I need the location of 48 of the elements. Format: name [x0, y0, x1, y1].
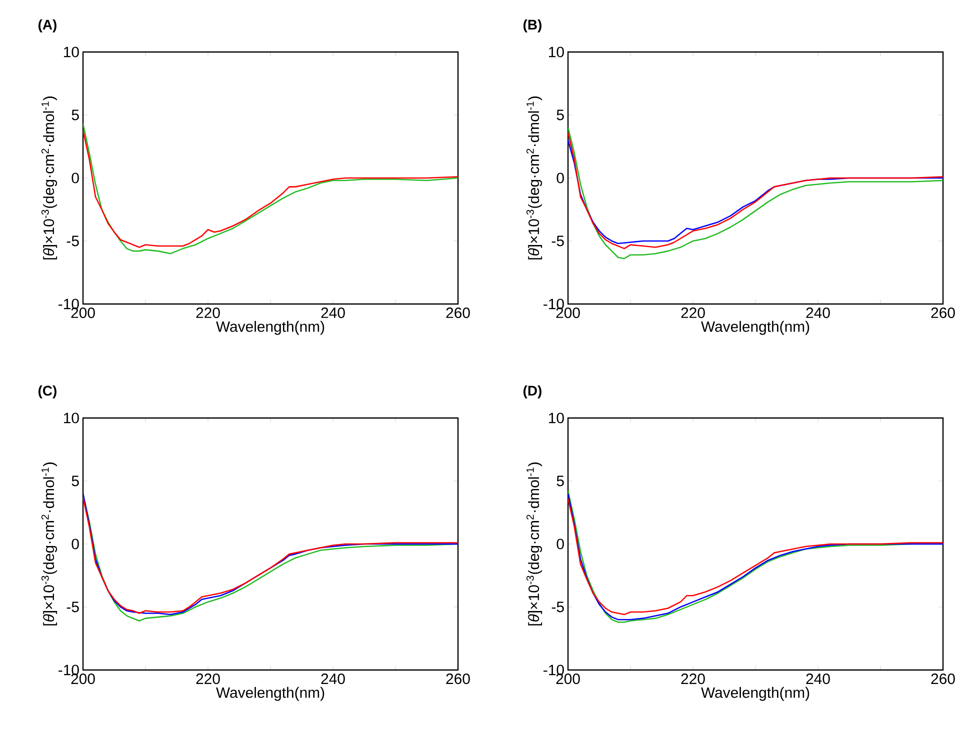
text: [θ]×10$^{-3}$(deg·cm$^{2}$·dmol$^{-1}$): [41, 462, 58, 626]
y-tick-label: 10: [549, 46, 564, 58]
y-tick-label: 5: [72, 476, 79, 486]
x-tick-label: 260: [931, 308, 955, 318]
x-tick-label: 260: [931, 674, 955, 684]
chart-title: (B): [523, 19, 542, 32]
y-tick-label: -5: [552, 236, 564, 246]
y-tick-label: 10: [549, 412, 564, 424]
chart-title: (D): [523, 385, 542, 398]
chart-title: (C): [38, 385, 56, 398]
y-tick-label: -10: [544, 298, 564, 310]
x-tick-label: 220: [681, 308, 705, 318]
y-tick-label: -5: [66, 602, 79, 612]
x-axis-title: Wavelength(nm): [216, 320, 324, 335]
y-tick-label: 0: [556, 172, 564, 184]
x-tick-label: 220: [681, 674, 705, 684]
x-tick-label: 260: [446, 674, 470, 684]
x-tick-label: 240: [806, 308, 830, 318]
x-tick-label: 240: [321, 674, 345, 684]
x-tick-label: 200: [556, 308, 580, 318]
chart-title: (A): [38, 19, 56, 32]
text: [θ]×10$^{-3}$(deg·cm$^{2}$·dmol$^{-1}$): [41, 96, 58, 260]
y-tick-label: -5: [66, 236, 79, 246]
x-tick-label: 200: [71, 674, 95, 684]
y-tick-label: 5: [556, 110, 564, 120]
x-axis-title: Wavelength(nm): [701, 686, 810, 701]
y-tick-label: -5: [552, 602, 564, 612]
y-tick-label: 0: [556, 538, 564, 550]
x-axis-title: Wavelength(nm): [701, 320, 810, 335]
x-tick-label: 220: [196, 674, 220, 684]
x-axis-title: Wavelength(nm): [216, 686, 324, 701]
x-tick-label: 260: [446, 308, 470, 318]
x-tick-label: 220: [196, 308, 220, 318]
x-tick-label: 200: [556, 674, 580, 684]
y-tick-label: -10: [58, 298, 79, 310]
text: [θ]×10$^{-3}$(deg·cm$^{2}$·dmol$^{-1}$): [526, 462, 542, 626]
x-tick-label: 240: [806, 674, 830, 684]
y-tick-label: 0: [72, 538, 79, 550]
y-tick-label: -10: [58, 664, 79, 676]
y-tick-label: 10: [64, 46, 79, 58]
y-tick-label: 10: [64, 412, 79, 424]
text: [θ]×10$^{-3}$(deg·cm$^{2}$·dmol$^{-1}$): [526, 96, 542, 260]
y-tick-label: 0: [72, 172, 79, 184]
y-tick-label: -10: [544, 664, 564, 676]
y-tick-label: 5: [72, 110, 79, 120]
x-tick-label: 200: [71, 308, 95, 318]
y-tick-label: 5: [556, 476, 564, 486]
x-tick-label: 240: [321, 308, 345, 318]
